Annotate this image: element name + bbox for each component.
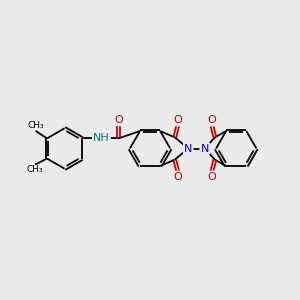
Text: O: O [173, 172, 182, 182]
Text: O: O [114, 115, 123, 125]
Text: O: O [208, 115, 216, 125]
Text: NH: NH [93, 134, 110, 143]
Text: O: O [173, 115, 182, 125]
Text: CH₃: CH₃ [27, 165, 43, 174]
Text: N: N [201, 143, 209, 154]
Text: N: N [184, 143, 192, 154]
Text: CH₃: CH₃ [27, 121, 44, 130]
Text: O: O [208, 172, 216, 182]
